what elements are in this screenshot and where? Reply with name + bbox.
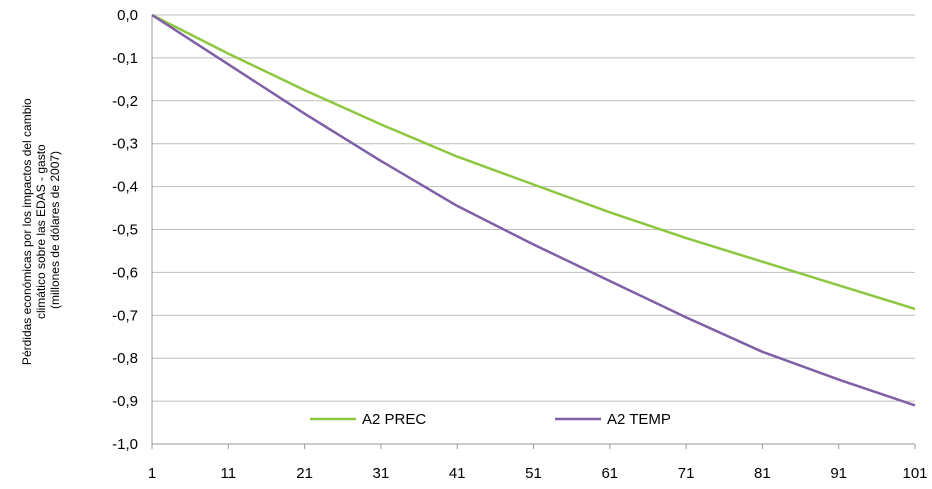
y-axis-label: Pérdidas económicas por los impactos del… (20, 95, 62, 365)
x-tick-label: 11 (221, 465, 237, 482)
legend-label: A2 TEMP (607, 411, 671, 428)
y-tick-label: -0,2 (112, 93, 138, 110)
x-tick-label: 81 (754, 465, 771, 482)
series-line-a2-temp (151, 13, 916, 407)
y-tick-label: -0,8 (112, 350, 138, 367)
x-tick-label: 71 (678, 465, 695, 482)
legend-label: A2 PREC (362, 411, 426, 428)
y-tick-label: -0,7 (112, 307, 138, 324)
x-tick-label: 31 (373, 465, 390, 482)
x-tick-label: 1 (148, 465, 156, 482)
y-axis-label-line-3: (millones de dólares de 2007) (48, 151, 62, 309)
axes (151, 15, 916, 449)
y-tick-label: -0,4 (112, 179, 138, 196)
gridlines (152, 14, 915, 445)
y-tick-label: -0,3 (112, 136, 138, 153)
y-tick-label: -1,0 (112, 436, 138, 453)
y-axis-label-line-1: Pérdidas económicas por los impactos del… (20, 98, 34, 365)
y-tick-labels: 0,0 -0,1 -0,2 -0,3 -0,4 -0,5 -0,6 -0,7 -0,8 -0,9 -… (112, 7, 138, 453)
series-lines (151, 13, 916, 407)
y-tick-label: -0,1 (112, 50, 138, 67)
x-tick-label: 41 (449, 465, 466, 482)
x-tick-label: 101 (902, 465, 927, 482)
series-line-a2-prec (151, 13, 916, 311)
x-tick-label: 61 (601, 465, 618, 482)
y-tick-label: 0,0 (117, 7, 138, 24)
legend: A2 PREC A2 TEMP (310, 411, 671, 428)
y-tick-label: -0,6 (112, 264, 138, 281)
y-tick-label: -0,5 (112, 222, 138, 239)
x-tick-label: 51 (525, 465, 542, 482)
y-tick-label: -0,9 (112, 393, 138, 410)
x-tick-label: 21 (296, 465, 313, 482)
y-axis-label-line-2: climático sobre las EDAS - gasto (34, 144, 48, 319)
x-tick-label: 91 (830, 465, 847, 482)
x-tick-labels: 1 11 21 31 41 51 61 71 81 91 101 (148, 465, 928, 482)
